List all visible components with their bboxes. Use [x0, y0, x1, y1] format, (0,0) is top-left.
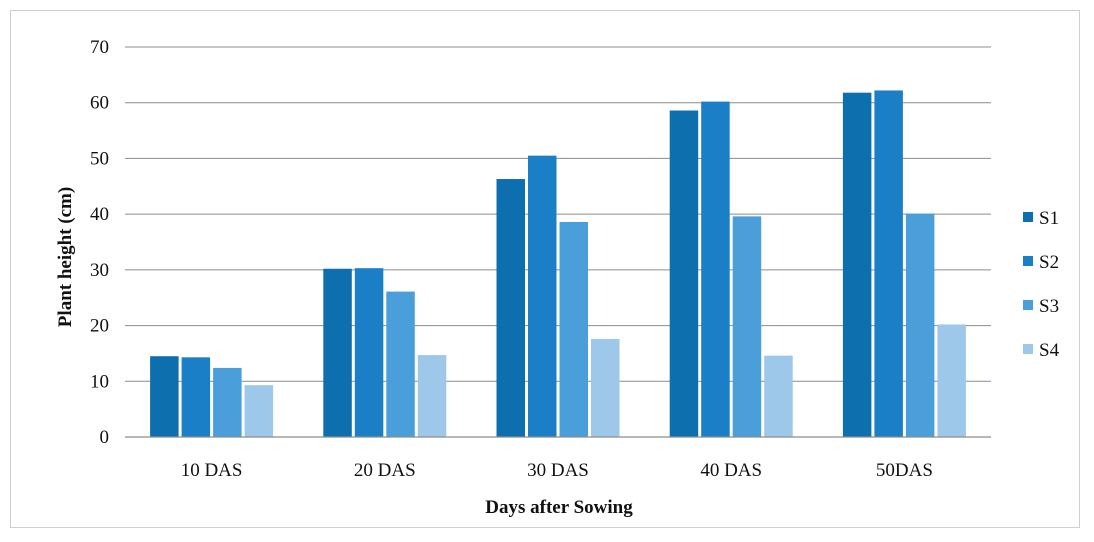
x-tick-label: 50DAS [876, 460, 933, 481]
legend-label-s3: S3 [1039, 296, 1059, 317]
x-tick-label: 10 DAS [181, 460, 243, 481]
bar-s4-4 [937, 324, 966, 437]
y-tick-label: 70 [90, 37, 109, 58]
bar-s2-4 [874, 90, 903, 437]
y-tick-label: 30 [90, 260, 109, 281]
bar-s3-2 [559, 221, 588, 437]
bar-s1-1 [323, 268, 352, 437]
x-tick-label: 20 DAS [354, 460, 416, 481]
legend-swatch-s2 [1023, 256, 1033, 266]
x-tick-labels: 10 DAS 20 DAS 30 DAS 40 DAS 50DAS [181, 460, 933, 481]
bar-s3-3 [732, 216, 762, 437]
bar-s1-4 [842, 92, 872, 437]
legend-swatch-s1 [1023, 212, 1033, 222]
y-axis-title: Plant height (cm) [55, 187, 76, 327]
bar-chart: 0 10 20 30 40 50 60 70 10 DAS 20 DAS 30 DAS 40 DAS… [55, 37, 1060, 518]
x-tick-label: 40 DAS [700, 460, 762, 481]
bar-s1-2 [496, 179, 525, 438]
y-tick-label: 0 [100, 427, 110, 448]
legend-swatch-s4 [1023, 344, 1033, 354]
bars [150, 90, 966, 438]
x-tick-label: 30 DAS [527, 460, 589, 481]
gridlines [125, 46, 991, 382]
y-tick-label: 20 [90, 316, 109, 337]
chart-frame: 0 10 20 30 40 50 60 70 10 DAS 20 DAS 30 DAS 40 DAS… [10, 10, 1080, 528]
bar-s3-4 [905, 213, 935, 437]
y-tick-label: 10 [90, 371, 109, 392]
y-tick-labels: 0 10 20 30 40 50 60 70 [90, 37, 109, 448]
bar-s4-2 [591, 338, 620, 437]
y-tick-label: 60 [90, 93, 109, 114]
bar-s4-3 [764, 355, 793, 437]
y-tick-label: 40 [90, 204, 109, 225]
legend-label-s2: S2 [1039, 252, 1059, 273]
bar-s4-0 [244, 385, 274, 437]
bar-s2-0 [181, 357, 211, 437]
bar-s2-1 [354, 268, 384, 437]
bar-s3-0 [213, 367, 242, 437]
legend-label-s4: S4 [1039, 340, 1060, 361]
legend-label-s1: S1 [1039, 208, 1059, 229]
bar-s1-0 [150, 356, 179, 437]
legend: S1 S2 S3 S4 [1023, 208, 1060, 361]
bar-s1-3 [669, 110, 699, 437]
y-tick-label: 50 [90, 148, 109, 169]
legend-swatch-s3 [1023, 300, 1033, 310]
bar-s2-2 [528, 155, 557, 437]
bar-s3-1 [386, 291, 415, 437]
x-axis-title: Days after Sowing [485, 497, 633, 518]
bar-s2-3 [701, 101, 730, 437]
bar-s4-1 [417, 355, 447, 437]
